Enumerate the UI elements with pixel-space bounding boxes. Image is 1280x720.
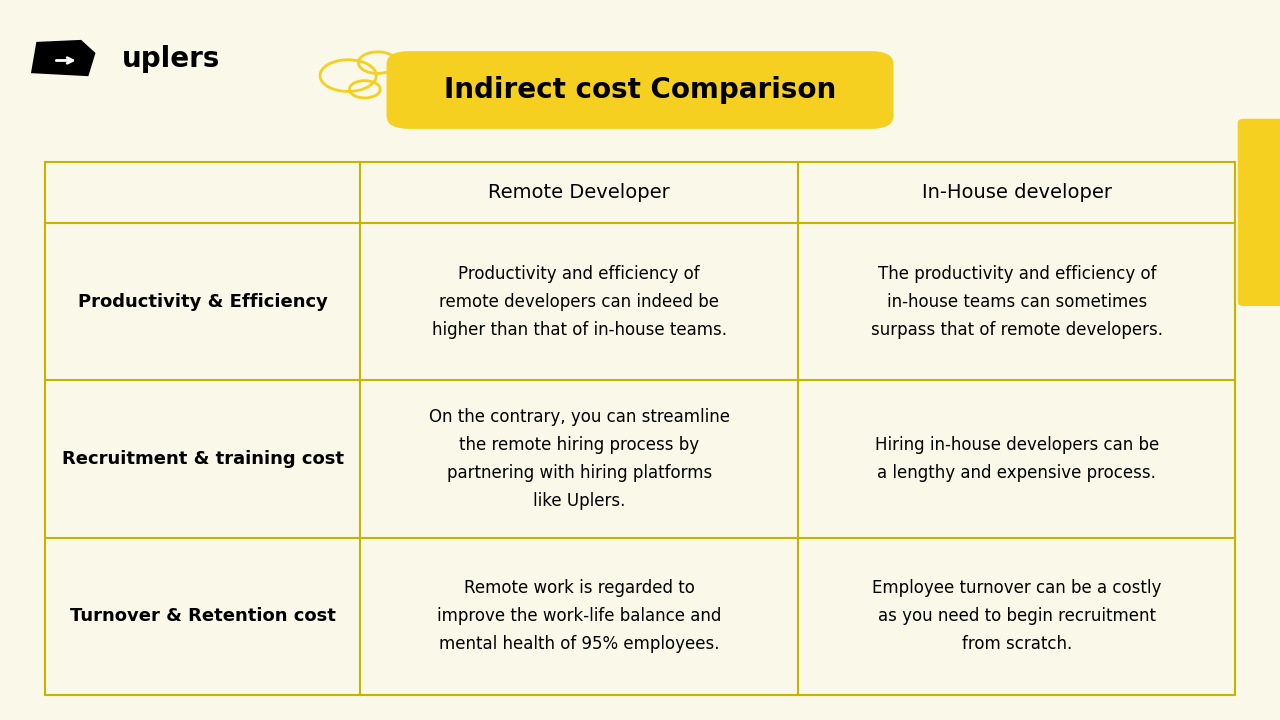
Polygon shape [31, 40, 96, 76]
Text: uplers: uplers [122, 45, 220, 73]
Text: Remote work is regarded to
improve the work-life balance and
mental health of 95: Remote work is regarded to improve the w… [436, 580, 722, 653]
Text: In-House developer: In-House developer [922, 183, 1112, 202]
Bar [45, 162, 1235, 695]
Text: The productivity and efficiency of
in-house teams can sometimes
surpass that of : The productivity and efficiency of in-ho… [870, 265, 1162, 338]
Text: Indirect cost Comparison: Indirect cost Comparison [444, 76, 836, 104]
FancyBboxPatch shape [1238, 119, 1280, 306]
Text: Employee turnover can be a costly
as you need to begin recruitment
from scratch.: Employee turnover can be a costly as you… [872, 580, 1161, 653]
Text: Productivity and efficiency of
remote developers can indeed be
higher than that : Productivity and efficiency of remote de… [431, 265, 727, 338]
Text: Recruitment & training cost: Recruitment & training cost [61, 450, 343, 468]
Text: On the contrary, you can streamline
the remote hiring process by
partnering with: On the contrary, you can streamline the … [429, 408, 730, 510]
FancyBboxPatch shape [387, 51, 893, 129]
Text: Productivity & Efficiency: Productivity & Efficiency [78, 293, 328, 311]
Text: Turnover & Retention cost: Turnover & Retention cost [69, 607, 335, 625]
Text: Remote Developer: Remote Developer [489, 183, 671, 202]
Text: Hiring in-house developers can be
a lengthy and expensive process.: Hiring in-house developers can be a leng… [874, 436, 1158, 482]
